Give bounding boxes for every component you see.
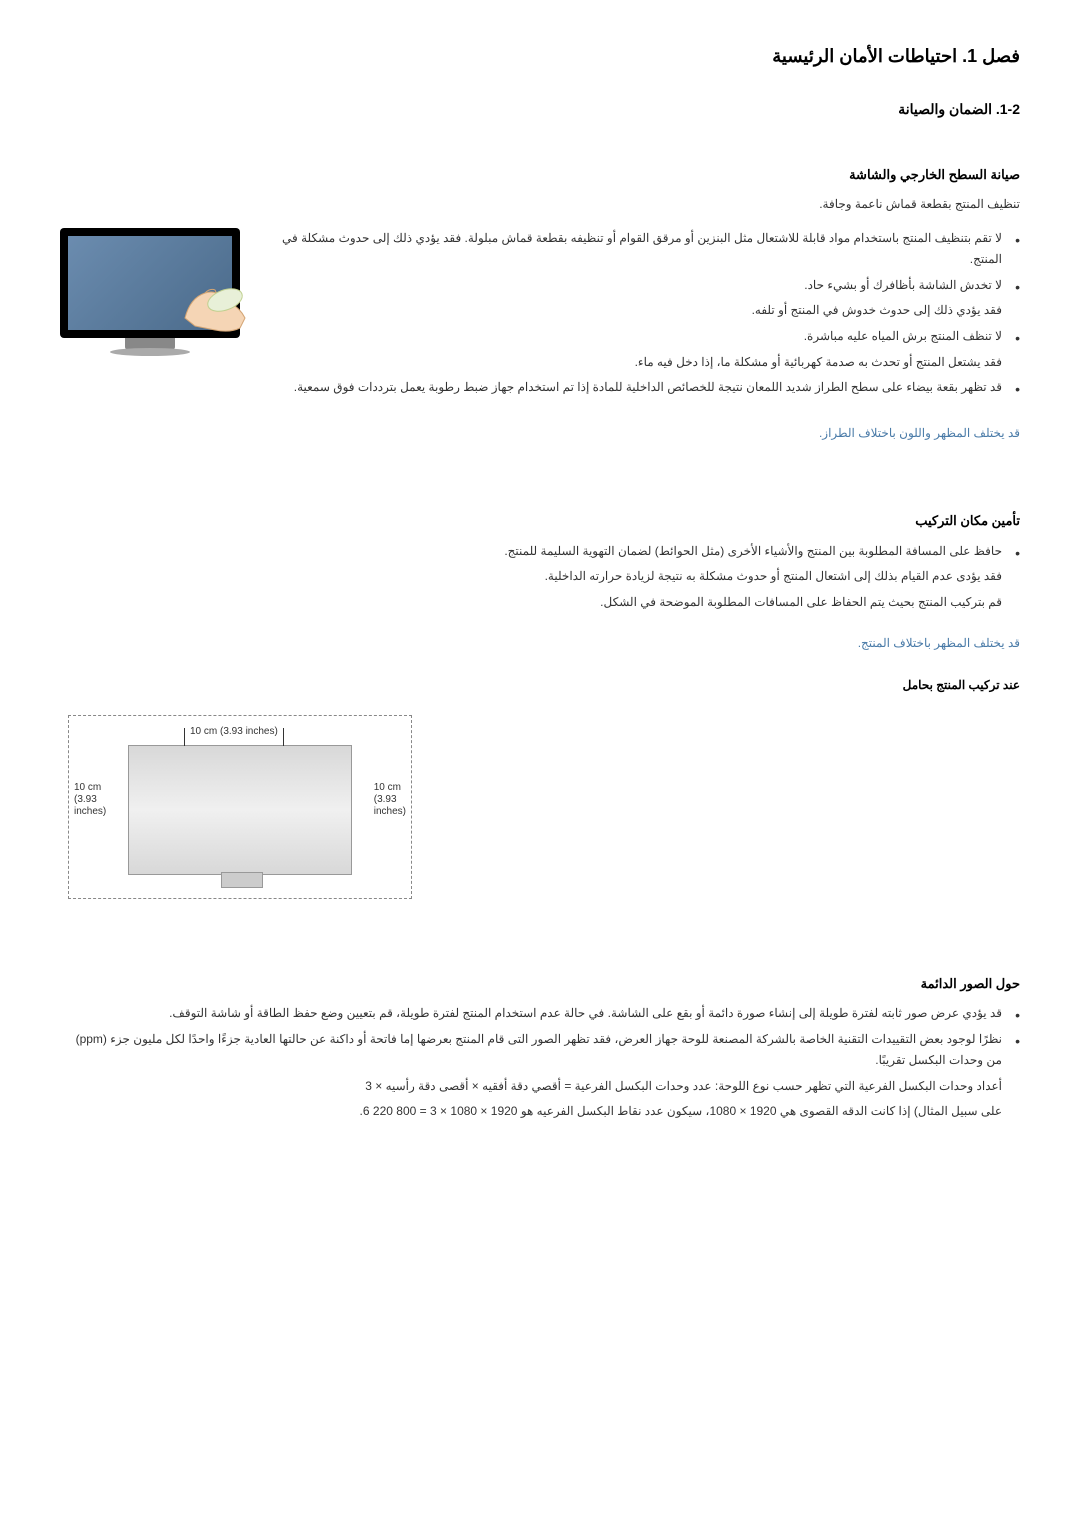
list-item: لا تقم بتنظيف المنتج باستخدام مواد قابلة… [60, 228, 1020, 271]
list-subtext: فقد يؤدى عدم القيام بذلك إلى اشتعال المن… [60, 566, 1020, 588]
dimension-left: 10 cm (3.93 inches) [74, 782, 106, 818]
permanent-images-list: قد يؤدي عرض صور ثابته لفترة طويلة إلى إن… [60, 1003, 1020, 1072]
installation-list: حافظ على المسافة المطلوبة بين المنتج وال… [60, 541, 1020, 614]
diagram-title: عند تركيب المنتج بحامل [60, 675, 1020, 697]
permanent-images-heading: حول الصور الدائمة [60, 972, 1020, 995]
clearance-diagram: 10 cm (3.93 inches) 10 cm (3.93 inches) … [60, 707, 1020, 907]
list-item: قد تظهر بقعة بيضاء على سطح الطراز شديد ا… [60, 377, 1020, 399]
section-number: 1-2. الضمان والصيانة [60, 97, 1020, 122]
installation-heading: تأمين مكان التركيب [60, 509, 1020, 532]
maintenance-intro: تنظيف المنتج بقطعة قماش ناعمة وجافة. [60, 194, 1020, 216]
subpixel-text: أعداد وحدات البكسل الفرعية التي تظهر حسب… [60, 1076, 1020, 1098]
dimension-top: 10 cm (3.93 inches) [190, 723, 278, 741]
permanent-images-section: حول الصور الدائمة قد يؤدي عرض صور ثابته … [60, 952, 1020, 1127]
maintenance-section: صيانة السطح الخارجي والشاشة تنظيف المنتج… [60, 143, 1020, 465]
maintenance-note: قد يختلف المظهر واللون باختلاف الطراز. [60, 423, 1020, 445]
maintenance-heading: صيانة السطح الخارجي والشاشة [60, 163, 1020, 186]
installation-section: تأمين مكان التركيب حافظ على المسافة المط… [60, 489, 1020, 926]
list-item: نظرًا لوجود بعض التقييدات التقنية الخاصة… [60, 1029, 1020, 1072]
list-item: لا تخدش الشاشة بأظافرك أو بشيء حاد. [60, 275, 1020, 297]
chapter-title: فصل 1. احتياطات الأمان الرئيسية [60, 40, 1020, 72]
dimension-right: 10 cm (3.93 inches) [374, 782, 406, 818]
list-item: قد يؤدي عرض صور ثابته لفترة طويلة إلى إن… [60, 1003, 1020, 1025]
list-item: حافظ على المسافة المطلوبة بين المنتج وال… [60, 541, 1020, 563]
example-text: على سبيل المثال) إذا كانت الدقه القصوى ه… [60, 1101, 1020, 1123]
list-item: لا تنظف المنتج برش المياه عليه مباشرة. [60, 326, 1020, 348]
installation-note: قد يختلف المظهر باختلاف المنتج. [60, 633, 1020, 655]
list-subtext: قم بتركيب المنتج بحيث يتم الحفاظ على الم… [60, 592, 1020, 614]
